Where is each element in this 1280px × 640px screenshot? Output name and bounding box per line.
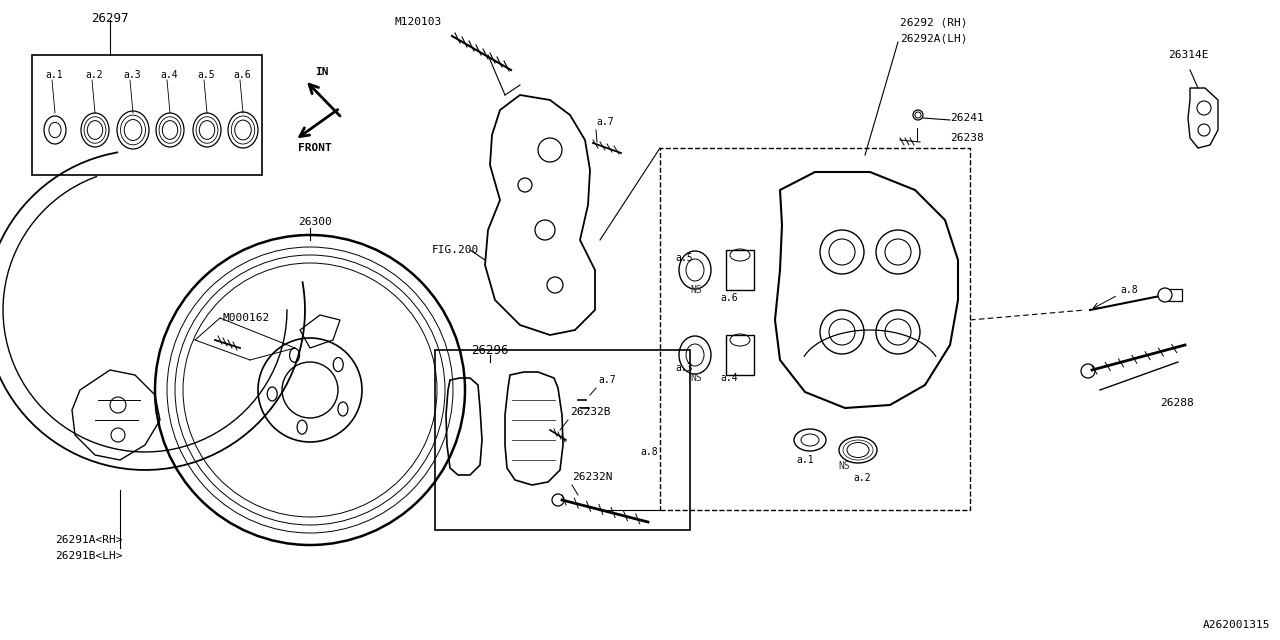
Bar [726,335,754,375]
Text: a.8: a.8 [640,447,658,457]
Text: 26292A⟨LH⟩: 26292A⟨LH⟩ [900,33,968,43]
Text: NS: NS [690,285,701,295]
Text: NS: NS [838,461,850,471]
Text: a.1: a.1 [45,70,63,80]
Bar [660,148,970,510]
Text: 26314E: 26314E [1169,50,1208,60]
Text: 26238: 26238 [950,133,984,143]
Bar [435,350,690,530]
Bar [726,250,754,290]
Text: a.7: a.7 [596,117,613,127]
Text: 26296: 26296 [471,344,508,356]
Text: a.8: a.8 [1120,285,1138,295]
Text: 26300: 26300 [298,217,332,227]
Text: FIG.200: FIG.200 [433,245,479,255]
Text: a.6: a.6 [233,70,251,80]
Text: a.3: a.3 [123,70,141,80]
Text: FRONT: FRONT [298,143,332,153]
Text: 26291B<LH>: 26291B<LH> [55,551,123,561]
Circle shape [1158,288,1172,302]
Bar [32,55,262,175]
Text: 26232N: 26232N [572,472,613,482]
Text: a.5: a.5 [675,253,692,263]
Text: M000162: M000162 [221,313,269,323]
Text: 26297: 26297 [91,12,129,24]
Text: a.3: a.3 [675,363,692,373]
Bar [1169,289,1181,301]
Text: 26232B: 26232B [570,407,611,417]
Text: a.7: a.7 [598,375,616,385]
Text: M120103: M120103 [394,17,442,27]
Text: 26241: 26241 [950,113,984,123]
Text: a.5: a.5 [197,70,215,80]
Text: a.1: a.1 [796,455,814,465]
Text: NS: NS [690,373,701,383]
Text: a.4: a.4 [721,373,737,383]
Text: 26288: 26288 [1160,398,1194,408]
Text: a.6: a.6 [721,293,737,303]
Text: 26291A<RH>: 26291A<RH> [55,535,123,545]
Text: IN: IN [315,67,329,77]
Text: A262001315: A262001315 [1202,620,1270,630]
Text: a.2: a.2 [84,70,102,80]
Text: a.2: a.2 [852,473,870,483]
Text: 26292 ⟨RH⟩: 26292 ⟨RH⟩ [900,17,968,27]
Text: a.4: a.4 [160,70,178,80]
